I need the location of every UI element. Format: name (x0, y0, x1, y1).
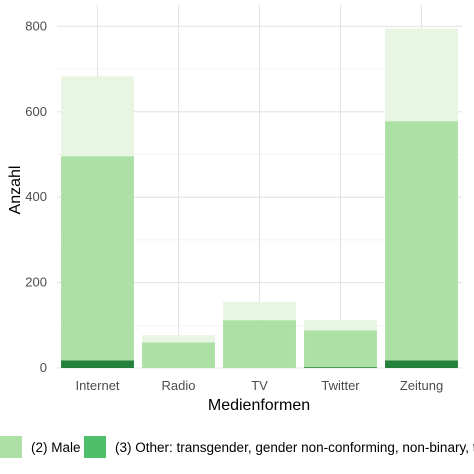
bar-segment-twitter (304, 320, 377, 331)
bar-segment-internet (61, 360, 134, 368)
y-tick-label: 0 (40, 360, 47, 375)
y-axis-ticks: 0 200 400 600 800 (25, 18, 47, 375)
y-tick-label: 600 (25, 104, 47, 119)
bar-segment-internet (61, 156, 134, 361)
bar-segment-tv (223, 320, 296, 368)
x-tick-label: Zeitung (400, 378, 443, 393)
legend-label-other: (3) Other: transgender, gender non-confo… (115, 440, 474, 455)
bar-segment-zeitung (385, 360, 458, 368)
bar-segment-radio (142, 342, 215, 368)
bar-segment-tv (223, 301, 296, 321)
legend-swatch-other (84, 436, 106, 458)
x-tick-label: Internet (75, 378, 119, 393)
x-tick-label: Twitter (321, 378, 360, 393)
legend-swatch-male (0, 436, 22, 458)
legend-label-male: (2) Male (31, 440, 81, 455)
bar-segment-twitter (304, 330, 377, 368)
x-tick-label: Radio (162, 378, 196, 393)
legend: (2) Male (3) Other: transgender, gender … (0, 436, 474, 458)
bars (61, 28, 458, 368)
bar-segment-twitter (304, 367, 377, 368)
bar-segment-internet (61, 76, 134, 157)
bar-segment-radio (142, 335, 215, 343)
bar-segment-zeitung (385, 28, 458, 122)
y-tick-label: 800 (25, 18, 47, 33)
x-axis-label: Medienformen (208, 397, 310, 414)
y-tick-label: 400 (25, 189, 47, 204)
x-tick-label: TV (251, 378, 268, 393)
y-tick-label: 200 (25, 275, 47, 290)
bar-segment-zeitung (385, 121, 458, 361)
y-axis-label: Anzahl (7, 166, 24, 215)
x-axis-ticks: Internet Radio TV Twitter Zeitung (75, 378, 443, 393)
